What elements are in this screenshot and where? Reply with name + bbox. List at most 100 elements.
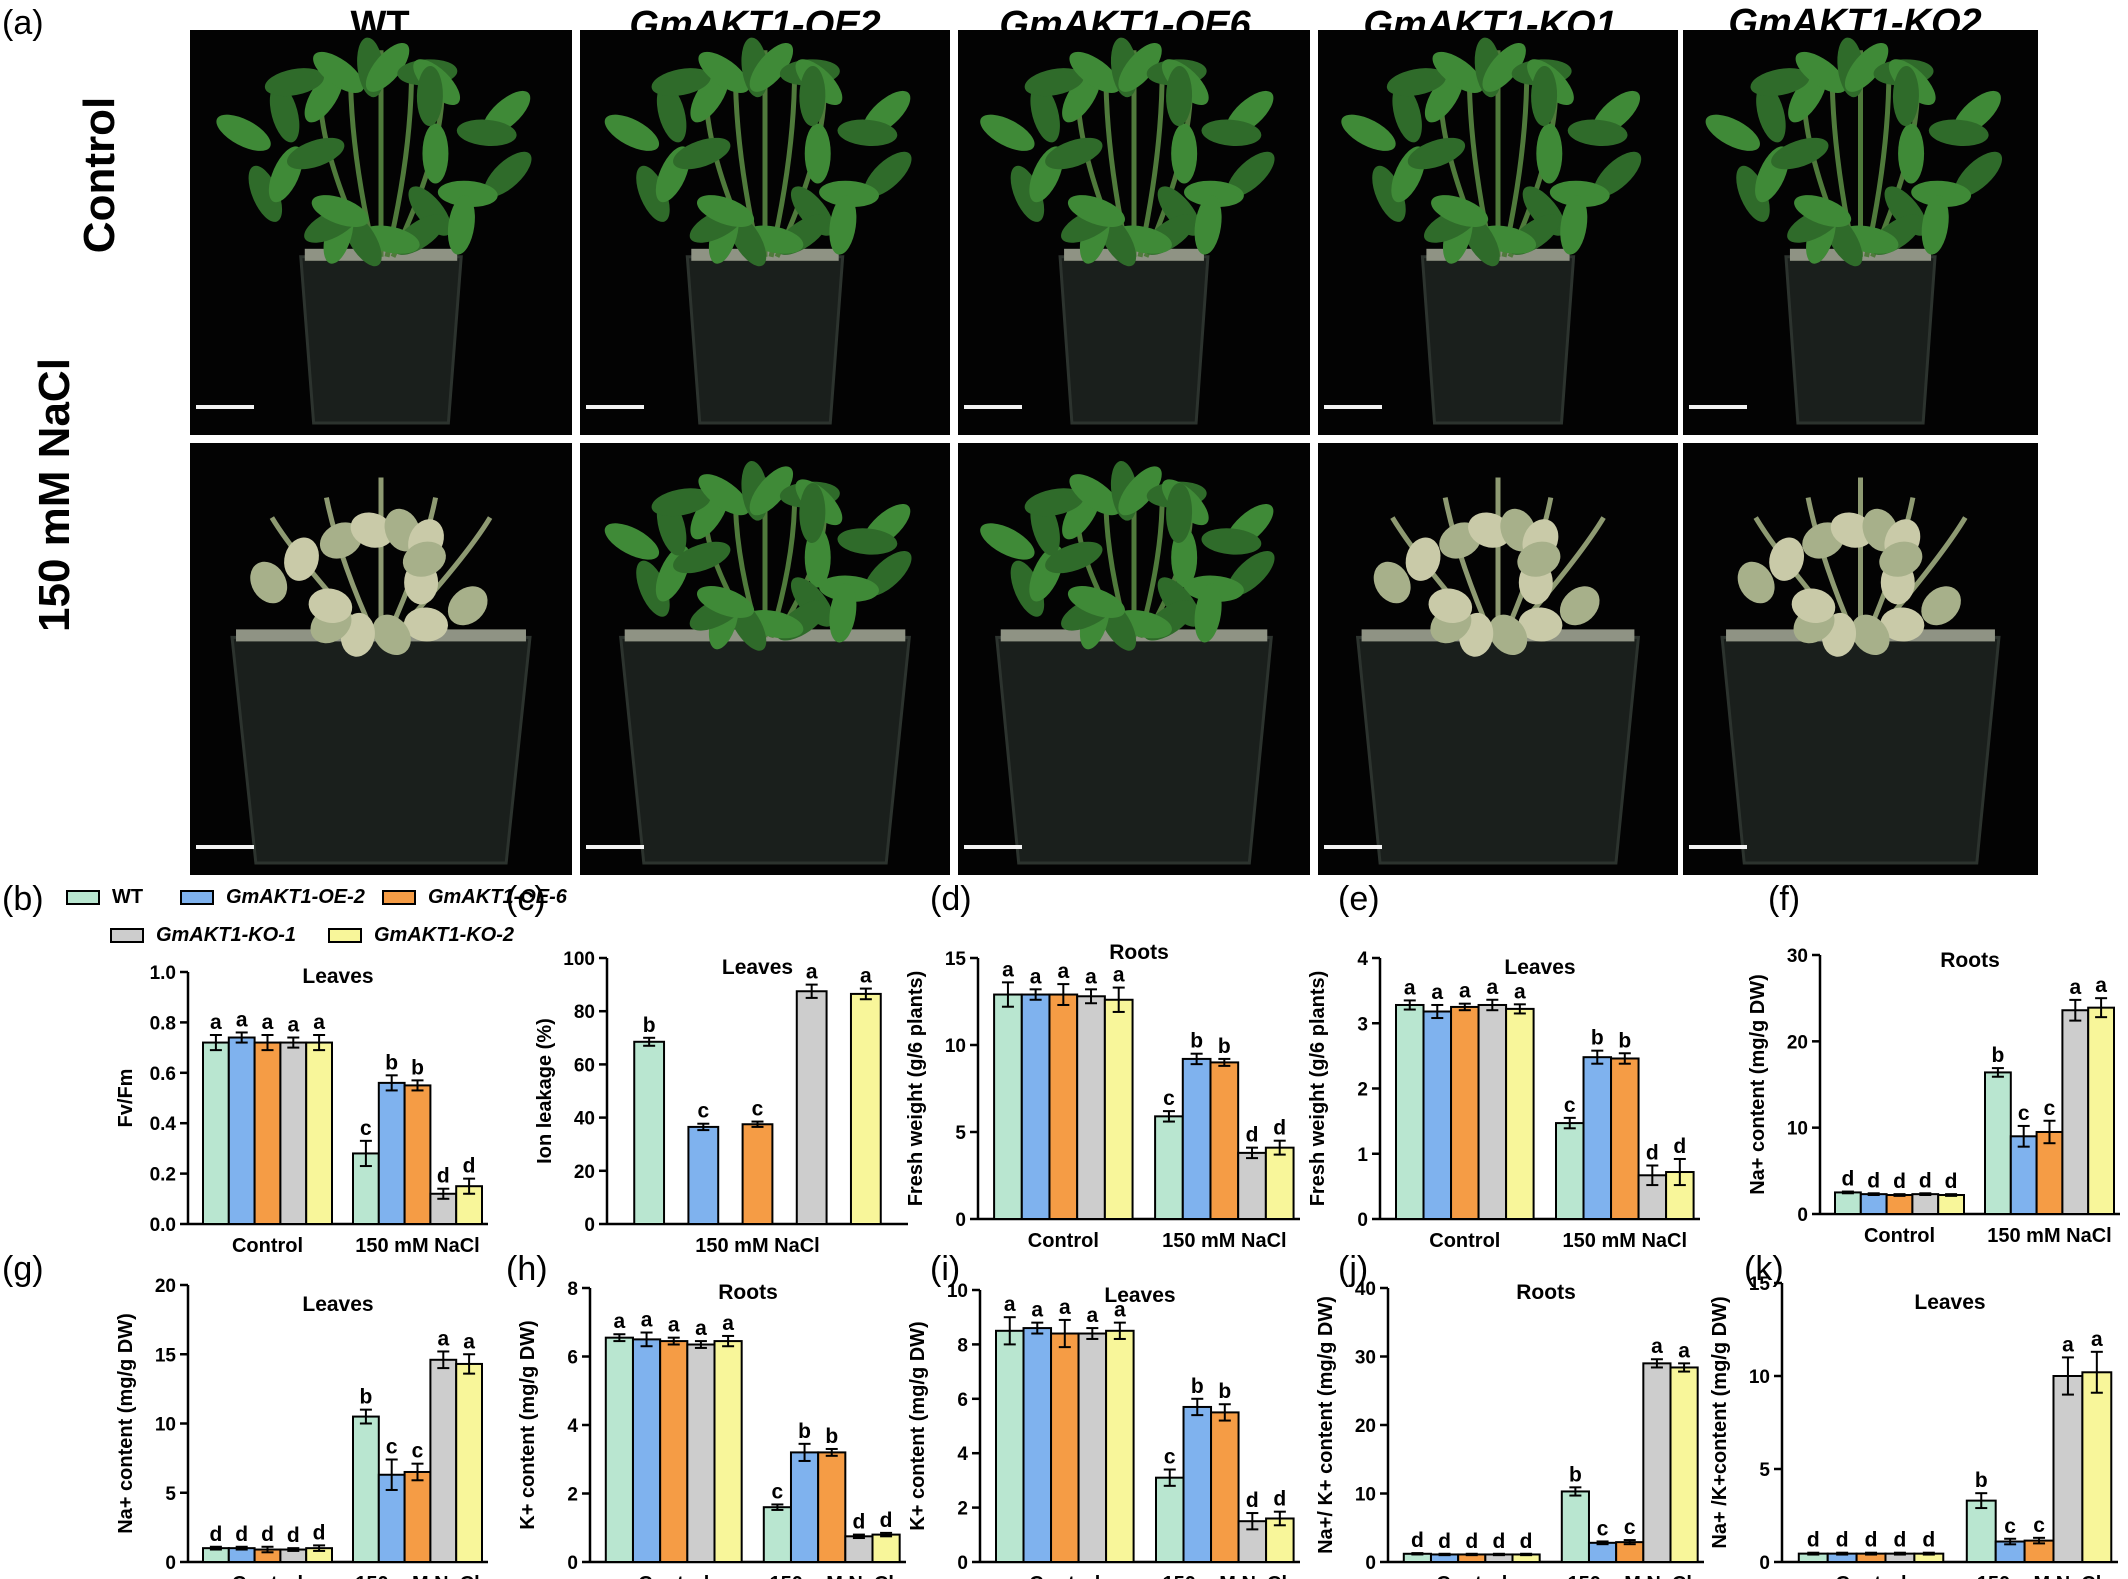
photo-oe6-control <box>958 30 1310 435</box>
legend-swatch <box>328 928 362 944</box>
significance-letter-h: d <box>880 1509 893 1532</box>
x-category-label-i: Control <box>1029 1573 1100 1579</box>
significance-letter-d: a <box>1030 965 1042 988</box>
bar-d-3-0 <box>1076 995 1106 1221</box>
scale-bar <box>1324 405 1382 409</box>
significance-letter-j: a <box>1651 1335 1663 1358</box>
x-category-label-e: Control <box>1429 1230 1500 1252</box>
significance-letter-e: d <box>1646 1141 1659 1164</box>
significance-letter-e: b <box>1591 1027 1604 1050</box>
x-category-label-i: 150 mM NaCl <box>1163 1573 1288 1579</box>
significance-letter-b: c <box>360 1117 372 1140</box>
y-tick-label-c: 60 <box>574 1055 595 1076</box>
plant-illustration <box>586 461 912 865</box>
significance-letter-g: a <box>463 1330 475 1353</box>
significance-letter-d: d <box>1246 1124 1259 1147</box>
y-tick-label-k: 5 <box>1759 1460 1770 1481</box>
x-category-label-b: Control <box>232 1235 303 1257</box>
y-tick-label-b: 0.4 <box>150 1114 177 1135</box>
significance-letter-h: b <box>798 1420 811 1443</box>
scale-bar <box>964 405 1022 409</box>
y-tick-label-f: 0 <box>1797 1205 1808 1226</box>
bar-i-4-0 <box>1105 1329 1135 1564</box>
bar-i-1-0 <box>1022 1327 1053 1563</box>
panel-label-e: (e) <box>1338 880 1380 918</box>
panel-label-g: (g) <box>2 1250 44 1288</box>
bar-h-0-0 <box>604 1336 634 1563</box>
significance-letter-i: a <box>1004 1293 1016 1316</box>
x-category-label-c: 150 mM NaCl <box>695 1235 820 1257</box>
legend-swatch <box>180 890 214 906</box>
significance-letter-k: a <box>2091 1328 2103 1351</box>
scale-bar <box>196 405 254 409</box>
bar-b-0-0 <box>202 1041 230 1226</box>
bar-i-1-1 <box>1182 1405 1213 1563</box>
bar-j-1-1 <box>1587 1541 1618 1563</box>
bar-d-0-1 <box>1154 1115 1184 1220</box>
legend-swatch <box>382 890 416 906</box>
y-tick-label-g: 10 <box>155 1415 176 1436</box>
significance-letter-d: b <box>1190 1030 1203 1053</box>
y-tick-label-e: 4 <box>1357 949 1368 970</box>
bar-h-1-0 <box>631 1338 662 1563</box>
bar-j-4-1 <box>1669 1366 1699 1563</box>
significance-letter-f: b <box>1991 1044 2004 1067</box>
significance-letter-d: a <box>1002 958 1014 981</box>
significance-letter-i: b <box>1191 1375 1204 1398</box>
bar-f-0-1 <box>1984 1071 2012 1215</box>
significance-letter-e: c <box>1564 1094 1576 1117</box>
bar-b-3-0 <box>279 1041 308 1226</box>
significance-letter-j: d <box>1493 1530 1506 1553</box>
legend-label: GmAKT1-OE-2 <box>226 886 365 908</box>
significance-letter-d: a <box>1085 965 1097 988</box>
significance-letter-g: d <box>313 1521 326 1544</box>
x-category-label-k: 150 mM NaCl <box>1977 1573 2102 1579</box>
x-category-label-d: 150 mM NaCl <box>1162 1230 1287 1252</box>
photo-oe2-control <box>580 30 950 435</box>
significance-letter-h: a <box>614 1310 626 1333</box>
y-tick-label-i: 2 <box>957 1499 968 1520</box>
bar-f-4-1 <box>2087 1006 2115 1215</box>
bar-h-2-0 <box>659 1340 689 1564</box>
significance-letter-e: b <box>1618 1029 1631 1052</box>
chart-title-g: Leaves <box>302 1293 373 1316</box>
significance-letter-k: b <box>1975 1469 1988 1492</box>
bar-j-0-1 <box>1560 1490 1590 1563</box>
bar-e-2-0 <box>1450 1005 1480 1220</box>
y-tick-label-d: 15 <box>945 949 967 970</box>
bar-e-4-0 <box>1505 1007 1535 1221</box>
panel-label-j: (j) <box>1338 1250 1369 1288</box>
chart-title-i: Leaves <box>1104 1284 1175 1307</box>
significance-letter-c: c <box>752 1098 764 1121</box>
legend-label: GmAKT1-KO-1 <box>156 924 297 946</box>
significance-letter-h: a <box>641 1309 653 1332</box>
significance-letter-e: a <box>1514 980 1526 1003</box>
photo-wt-nacl <box>190 443 572 875</box>
significance-letter-g: d <box>209 1523 222 1546</box>
bar-k-0-1 <box>1965 1499 1997 1563</box>
bar-h-3-1 <box>844 1535 874 1563</box>
y-tick-label-j: 10 <box>1355 1485 1376 1506</box>
bar-d-2-1 <box>1209 1061 1240 1221</box>
photo-wt-control <box>190 30 572 435</box>
y-tick-label-b: 0.8 <box>150 1013 176 1034</box>
legend-item-ko2: GmAKT1-KO-2 <box>328 924 514 947</box>
significance-letter-h: c <box>772 1480 784 1503</box>
photo-ko1-control <box>1318 30 1678 435</box>
y-tick-label-b: 0.6 <box>150 1064 176 1085</box>
legend-swatch <box>66 890 100 906</box>
y-tick-label-d: 5 <box>955 1123 966 1144</box>
bar-b-2-1 <box>403 1084 432 1226</box>
panel-label-k: (k) <box>1744 1250 1784 1288</box>
significance-letter-f: a <box>2095 974 2107 997</box>
bar-f-3-0 <box>1911 1193 1940 1215</box>
significance-letter-h: a <box>668 1314 680 1337</box>
scale-bar <box>964 845 1022 849</box>
y-tick-label-k: 10 <box>1749 1367 1770 1388</box>
significance-letter-i: a <box>1059 1296 1071 1319</box>
significance-letter-i: d <box>1246 1489 1259 1512</box>
panel-label-h: (h) <box>506 1250 548 1288</box>
y-tick-label-e: 3 <box>1357 1014 1368 1035</box>
scale-bar <box>196 845 254 849</box>
significance-letter-k: d <box>1894 1529 1907 1552</box>
